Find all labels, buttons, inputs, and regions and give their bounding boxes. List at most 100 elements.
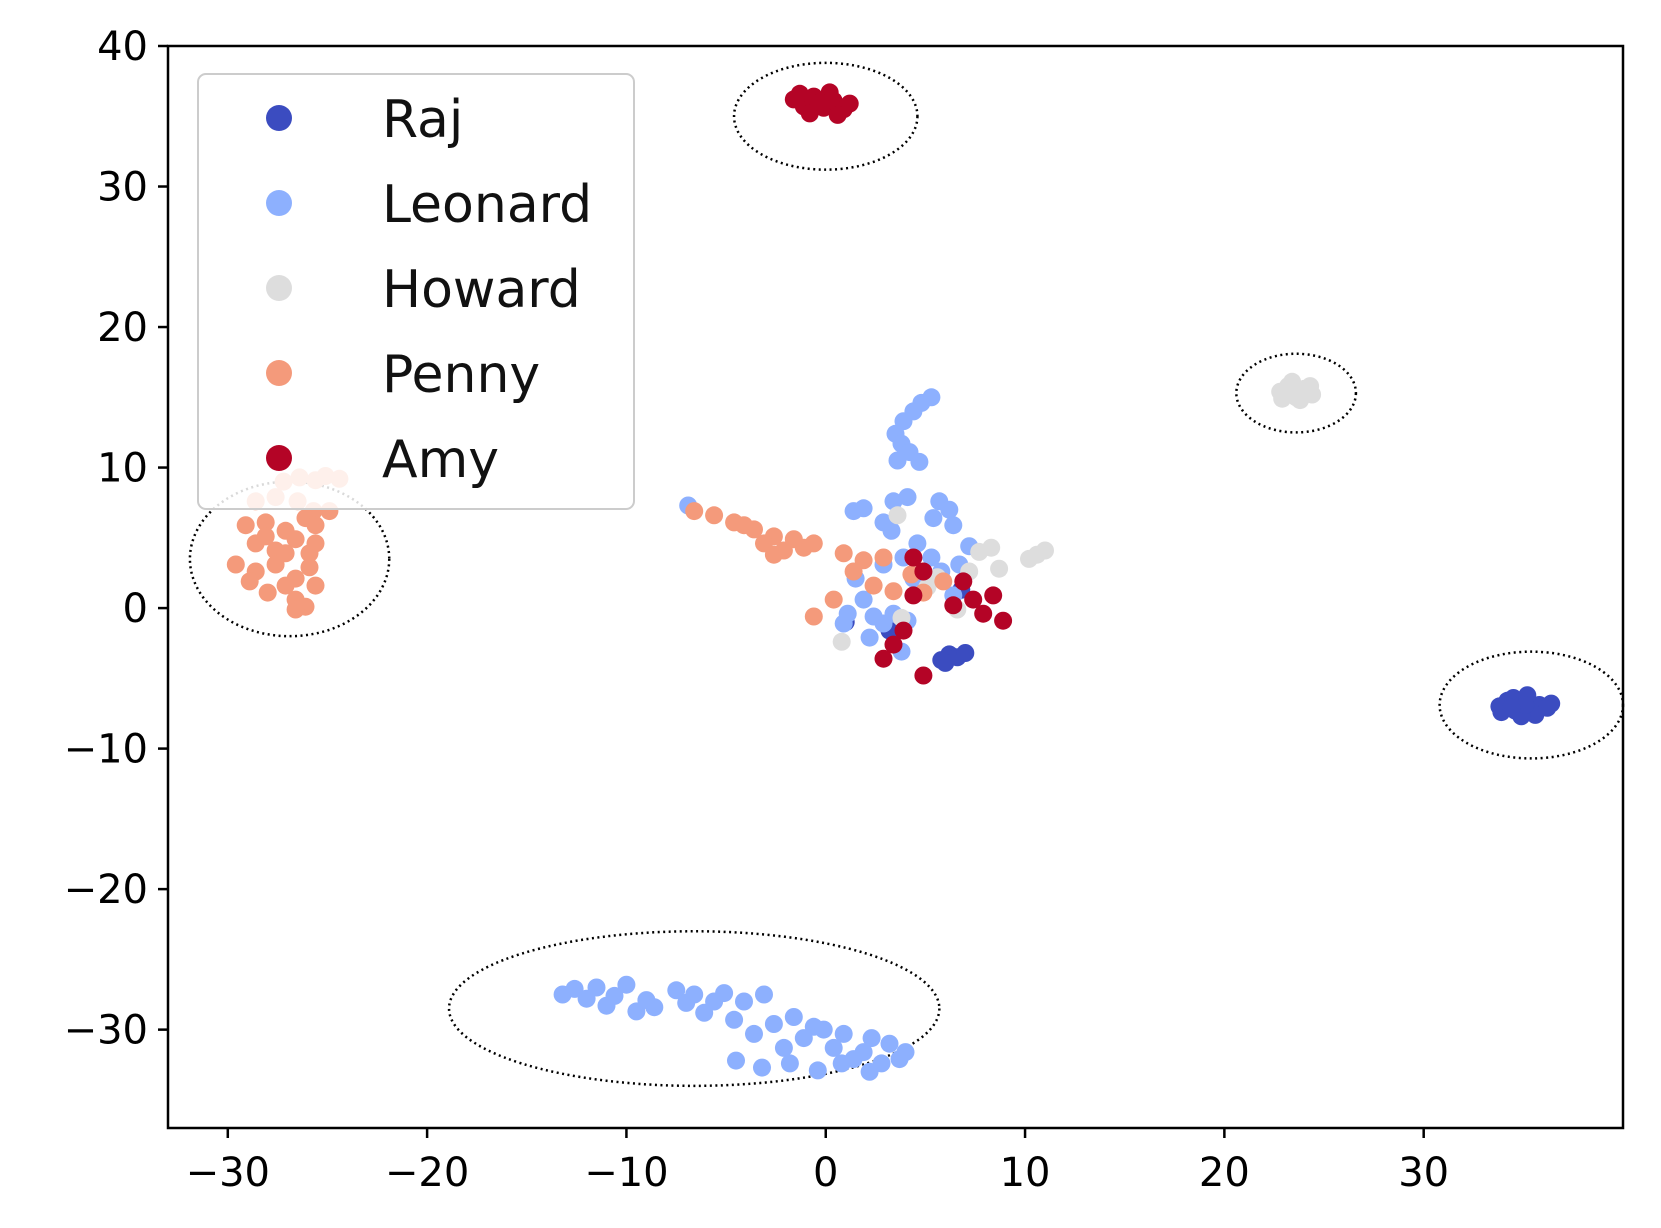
point-penny bbox=[276, 544, 295, 563]
point-penny bbox=[240, 572, 259, 591]
point-leonard bbox=[884, 492, 903, 511]
point-leonard bbox=[898, 488, 917, 507]
point-leonard bbox=[838, 604, 857, 623]
point-leonard bbox=[685, 985, 704, 1004]
point-leonard bbox=[774, 1038, 793, 1057]
point-penny bbox=[306, 534, 325, 553]
point-howard bbox=[970, 542, 989, 561]
x-tick-label: −30 bbox=[186, 1150, 270, 1196]
point-leonard bbox=[874, 614, 893, 633]
point-amy bbox=[840, 94, 859, 113]
point-leonard bbox=[854, 499, 873, 518]
y-tick-label: 40 bbox=[97, 24, 148, 70]
point-leonard bbox=[860, 628, 879, 647]
point-penny bbox=[300, 558, 319, 577]
legend-label: Leonard bbox=[382, 175, 592, 235]
point-leonard bbox=[940, 500, 959, 519]
point-leonard bbox=[808, 1061, 827, 1080]
point-leonard bbox=[784, 1008, 803, 1026]
point-penny bbox=[844, 562, 863, 581]
point-leonard bbox=[862, 1029, 881, 1048]
point-leonard bbox=[587, 978, 606, 997]
point-amy bbox=[944, 596, 963, 615]
legend: Raj Leonard Howard Penny Amy bbox=[197, 73, 635, 510]
legend-label: Amy bbox=[382, 430, 499, 490]
point-penny bbox=[794, 538, 813, 557]
point-leonard bbox=[880, 1034, 899, 1053]
point-amy bbox=[884, 635, 903, 654]
point-leonard bbox=[727, 1051, 745, 1070]
legend-box bbox=[197, 73, 635, 510]
point-penny bbox=[934, 572, 953, 591]
cluster-ellipse-1 bbox=[732, 61, 919, 171]
cluster-ellipse-3 bbox=[188, 480, 391, 638]
point-penny bbox=[306, 576, 325, 595]
point-leonard bbox=[888, 451, 907, 470]
point-leonard bbox=[924, 509, 943, 528]
point-amy bbox=[790, 84, 809, 103]
x-tick-label: 10 bbox=[1000, 1150, 1051, 1196]
point-penny bbox=[705, 506, 724, 525]
point-amy bbox=[954, 572, 973, 591]
point-howard bbox=[990, 559, 1009, 578]
point-penny bbox=[804, 607, 823, 626]
point-penny bbox=[864, 576, 883, 595]
point-penny bbox=[286, 600, 305, 619]
point-leonard bbox=[908, 534, 927, 553]
point-leonard bbox=[824, 1038, 843, 1057]
point-leonard bbox=[944, 516, 963, 535]
legend-marker bbox=[266, 360, 292, 386]
legend-marker bbox=[266, 445, 292, 471]
point-leonard bbox=[764, 1015, 783, 1033]
point-amy bbox=[874, 649, 893, 668]
y-tick-label: 0 bbox=[123, 586, 148, 632]
point-leonard bbox=[910, 452, 929, 471]
point-raj bbox=[1542, 694, 1561, 713]
point-leonard bbox=[565, 979, 584, 998]
legend-item-amy: Amy bbox=[266, 430, 499, 490]
y-tick-label: 20 bbox=[97, 305, 148, 351]
legend-item-raj: Raj bbox=[266, 90, 463, 150]
y-tick-label: 30 bbox=[97, 165, 148, 211]
cluster-ellipse-2 bbox=[1235, 352, 1358, 434]
cluster-ellipse-5 bbox=[447, 930, 941, 1088]
point-penny bbox=[276, 576, 295, 595]
y-axis: 40 30 20 10 0 −10 −20 −30 bbox=[64, 24, 168, 1054]
point-raj bbox=[936, 653, 955, 672]
point-penny bbox=[236, 516, 255, 535]
point-raj bbox=[1502, 698, 1521, 717]
series-leonard bbox=[553, 388, 979, 1081]
point-raj bbox=[1516, 696, 1535, 714]
legend-item-howard: Howard bbox=[266, 260, 581, 320]
point-penny bbox=[764, 545, 783, 564]
point-amy bbox=[994, 611, 1013, 630]
point-penny bbox=[226, 555, 245, 574]
point-penny bbox=[834, 544, 853, 563]
legend-label: Howard bbox=[382, 260, 581, 320]
point-leonard bbox=[834, 1024, 853, 1043]
point-amy bbox=[964, 590, 983, 609]
point-howard bbox=[1301, 377, 1320, 396]
point-leonard bbox=[882, 521, 901, 540]
point-penny bbox=[286, 530, 305, 549]
point-leonard bbox=[725, 1010, 744, 1029]
legend-marker bbox=[266, 275, 292, 301]
point-howard bbox=[1285, 382, 1304, 401]
point-leonard bbox=[645, 998, 664, 1017]
point-amy bbox=[974, 604, 993, 623]
point-penny bbox=[824, 590, 843, 609]
legend-item-leonard: Leonard bbox=[266, 175, 592, 235]
point-leonard bbox=[715, 984, 734, 1003]
point-leonard bbox=[860, 1062, 879, 1081]
legend-label: Raj bbox=[382, 90, 463, 150]
x-axis: −30 −20 −10 0 10 20 30 bbox=[186, 1128, 1449, 1196]
point-amy bbox=[904, 586, 923, 605]
point-amy bbox=[914, 562, 933, 581]
point-leonard bbox=[617, 975, 636, 994]
legend-marker bbox=[266, 190, 292, 216]
x-tick-label: −20 bbox=[385, 1150, 469, 1196]
point-leonard bbox=[854, 590, 873, 609]
y-tick-label: −20 bbox=[64, 867, 148, 913]
point-leonard bbox=[814, 1020, 833, 1039]
